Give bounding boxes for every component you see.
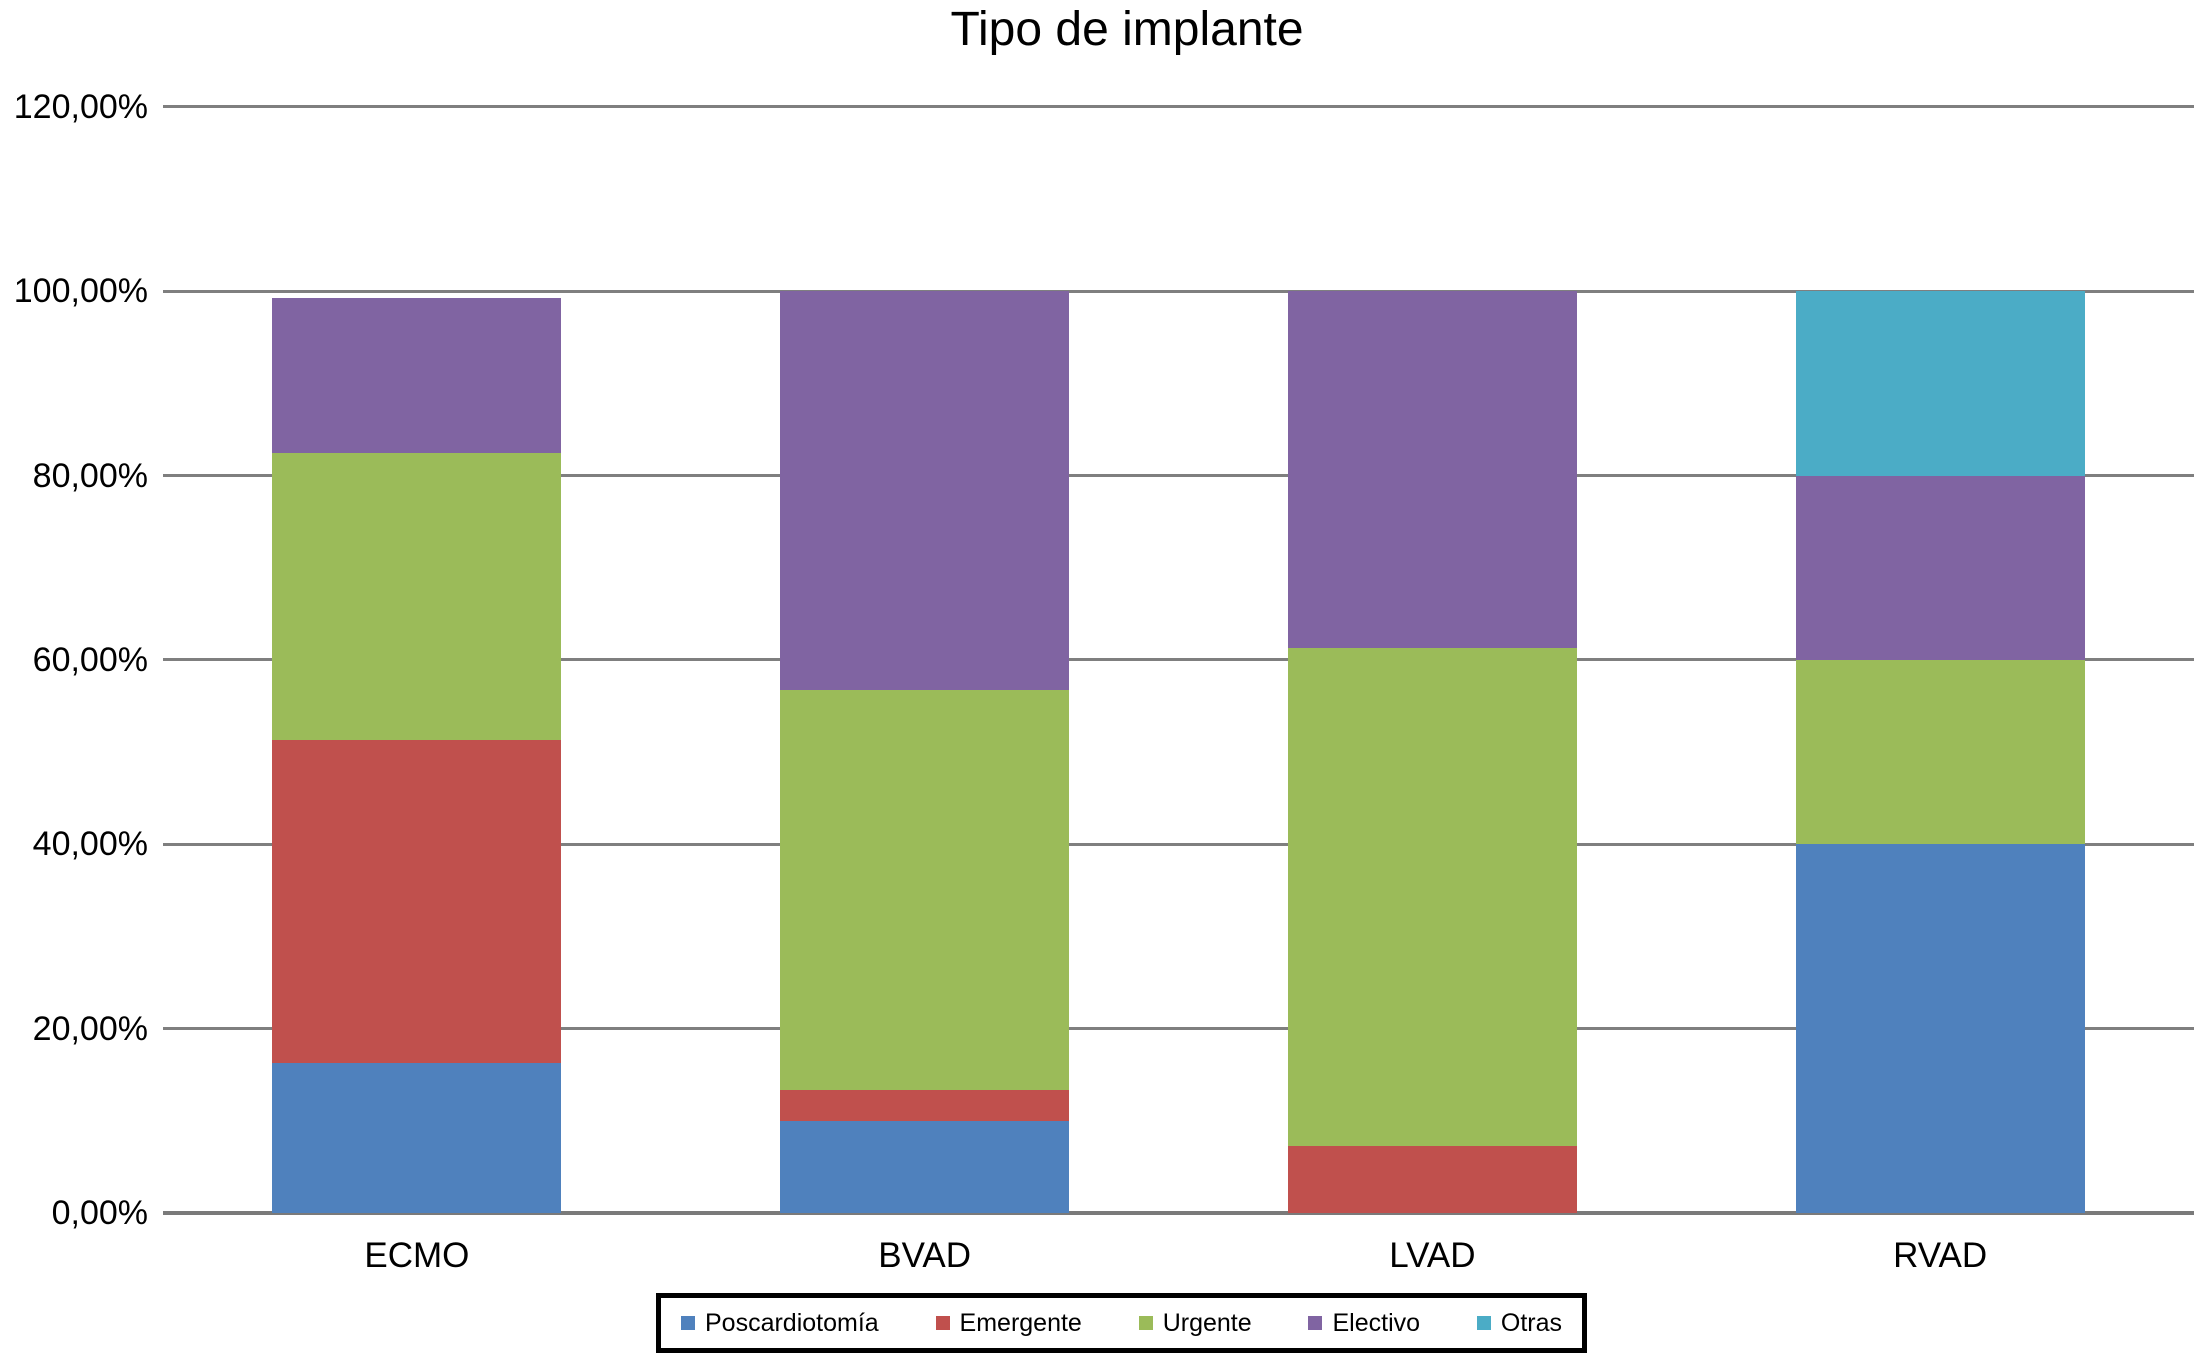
legend-item: Electivo: [1308, 1309, 1420, 1338]
bar-lvad: [1287, 0, 1577, 1213]
bar-segment-ecmo-poscardiotomia: [272, 1062, 562, 1213]
legend-swatch-icon: [935, 1316, 950, 1330]
legend-label: Otras: [1500, 1308, 1562, 1337]
gridline-40: [163, 842, 2194, 846]
gridline-60: [163, 658, 2194, 662]
y-tick-label: 20,00%: [32, 1009, 148, 1048]
bar-segment-bvad-poscardiotomia: [780, 1120, 1070, 1213]
y-tick-label: 120,00%: [13, 87, 148, 126]
bar-segment-ecmo-electivo: [272, 297, 562, 453]
y-tick-label: 80,00%: [32, 456, 148, 495]
chart-title: Tipo de implante: [950, 3, 1304, 56]
y-tick-label: 100,00%: [13, 272, 148, 311]
bar-segment-rvad-otras: [1795, 291, 2085, 476]
legend-label: Poscardiotomía: [705, 1308, 879, 1337]
gridline-120: [163, 105, 2194, 109]
legend-swatch-icon: [1476, 1316, 1491, 1330]
legend-item: Emergente: [935, 1308, 1082, 1338]
legend-label: Urgente: [1162, 1308, 1252, 1337]
x-tick-label-bvad: BVAD: [878, 1236, 971, 1275]
bar-segment-bvad-electivo: [780, 291, 1070, 691]
bar-bvad: [780, 0, 1070, 1213]
legend-label: Emergente: [959, 1308, 1082, 1337]
y-tick-label: 40,00%: [32, 825, 148, 864]
bar-segment-rvad-poscardiotomia: [1795, 844, 2085, 1213]
gridline-100: [163, 289, 2194, 293]
legend-swatch-icon: [1138, 1316, 1153, 1330]
x-tick-label-lvad: LVAD: [1389, 1236, 1476, 1275]
bar-segment-bvad-urgente: [780, 690, 1070, 1091]
legend: Poscardiotomía Emergente Urgente Electivo Ot…: [656, 1293, 1587, 1353]
y-tick-label: 0,00%: [51, 1194, 148, 1232]
legend-swatch-icon: [1308, 1316, 1323, 1330]
legend-item: Poscardiotomía: [681, 1309, 879, 1338]
y-tick-label: 60,00%: [32, 640, 148, 679]
bar-segment-rvad-urgente: [1795, 659, 2085, 845]
x-tick-label-rvad: RVAD: [1893, 1236, 1988, 1275]
legend-item: Urgente: [1138, 1308, 1252, 1338]
bar-segment-lvad-urgente: [1287, 648, 1577, 1146]
gridline-20: [163, 1027, 2194, 1031]
bar-rvad: [1795, 0, 2085, 1213]
bar-segment-rvad-electivo: [1795, 475, 2085, 660]
bar-ecmo: [272, 0, 562, 1213]
legend-item: Otras: [1476, 1308, 1562, 1338]
bar-segment-lvad-electivo: [1287, 291, 1577, 648]
bar-segment-lvad-emergente: [1287, 1145, 1577, 1213]
x-tick-label-ecmo: ECMO: [364, 1236, 470, 1275]
gridline-80: [163, 474, 2194, 478]
bar-segment-bvad-emergente: [780, 1090, 1070, 1121]
legend-swatch-icon: [681, 1316, 695, 1330]
x-axis-line: [163, 1211, 2194, 1215]
legend-label: Electivo: [1332, 1308, 1421, 1337]
bar-segment-ecmo-emergente: [272, 740, 562, 1063]
bar-segment-ecmo-urgente: [272, 452, 562, 741]
